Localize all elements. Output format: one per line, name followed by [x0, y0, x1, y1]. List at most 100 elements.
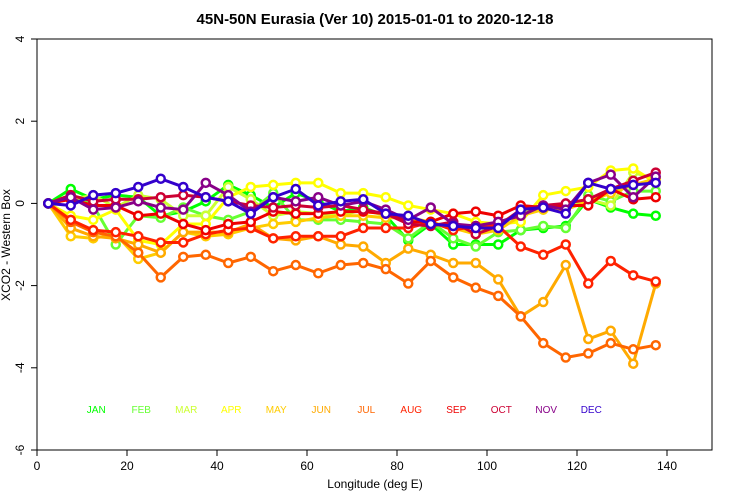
data-point	[223, 181, 234, 193]
data-point	[560, 222, 571, 234]
data-point	[583, 194, 594, 205]
legend-item-mar: MAR	[175, 405, 197, 416]
data-point	[65, 231, 76, 242]
data-point	[425, 218, 436, 230]
data-point	[155, 247, 166, 258]
data-point	[223, 196, 234, 207]
data-point	[335, 187, 346, 199]
data-point	[200, 249, 211, 261]
data-point	[335, 259, 346, 271]
data-point	[403, 278, 414, 289]
legend-item-jan: JAN	[87, 405, 106, 416]
data-point	[380, 208, 391, 219]
data-point	[650, 177, 661, 189]
data-point	[178, 226, 189, 238]
data-point	[223, 257, 234, 269]
data-point	[178, 237, 189, 248]
y-tick-label: -4	[13, 362, 27, 373]
data-point	[133, 181, 144, 193]
data-point	[515, 204, 526, 215]
data-point	[178, 218, 189, 230]
data-point	[380, 263, 391, 275]
data-point	[313, 200, 324, 211]
data-point	[448, 272, 459, 283]
data-point	[65, 200, 76, 211]
data-point	[650, 210, 661, 221]
data-point	[470, 282, 481, 293]
data-point	[448, 233, 459, 244]
data-point	[88, 214, 99, 226]
legend-item-jun: JUN	[312, 405, 331, 416]
data-point	[335, 239, 346, 250]
series-line	[47, 189, 656, 249]
data-point	[605, 200, 616, 211]
data-point	[155, 237, 166, 248]
series-line	[47, 171, 657, 236]
legend-item-feb: FEB	[132, 405, 152, 416]
data-point	[403, 233, 414, 244]
data-point	[155, 272, 166, 283]
series-layer	[43, 163, 661, 369]
data-point	[380, 222, 391, 234]
data-point	[560, 208, 571, 219]
data-point	[493, 239, 504, 250]
data-point	[155, 202, 166, 213]
data-point	[358, 204, 369, 215]
data-point	[133, 231, 144, 242]
data-point	[88, 189, 99, 201]
x-tick-label: 60	[300, 459, 314, 473]
data-point	[380, 191, 391, 203]
data-point	[628, 179, 639, 191]
x-tick-label: 0	[34, 459, 41, 473]
data-point	[538, 337, 549, 349]
data-point	[133, 239, 144, 250]
series-line	[47, 166, 657, 246]
data-point	[470, 222, 481, 234]
data-point	[538, 296, 549, 308]
data-point	[268, 265, 279, 277]
data-point	[650, 191, 661, 203]
data-point	[628, 270, 639, 281]
data-point	[358, 241, 369, 252]
data-point	[133, 210, 144, 221]
legend-item-oct: OCT	[491, 405, 512, 416]
data-point	[583, 333, 594, 345]
data-point	[650, 339, 661, 351]
legend-item-dec: DEC	[581, 405, 602, 416]
data-point	[290, 259, 301, 271]
data-point	[110, 202, 121, 213]
data-point	[88, 224, 99, 236]
data-point	[538, 220, 549, 232]
data-point	[470, 241, 481, 252]
data-point	[290, 231, 301, 242]
data-point	[178, 181, 189, 193]
data-point	[200, 191, 211, 203]
data-point	[290, 208, 301, 219]
data-point	[110, 226, 121, 238]
data-point	[560, 259, 571, 271]
legend-item-jul: JUL	[357, 405, 375, 416]
data-point	[470, 257, 481, 269]
data-point	[583, 348, 594, 359]
legend-item-may: MAY	[266, 405, 287, 416]
data-point	[650, 276, 661, 287]
data-point	[493, 274, 504, 285]
y-tick-label: 2	[13, 118, 27, 125]
data-point	[268, 233, 279, 244]
data-point	[358, 222, 369, 234]
y-tick-label: -2	[13, 280, 27, 291]
data-point	[155, 173, 166, 184]
data-point	[470, 206, 481, 217]
data-point	[200, 177, 211, 189]
legend-item-nov: NOV	[535, 405, 557, 416]
data-point	[290, 183, 301, 195]
data-point	[245, 208, 256, 219]
legend-item-aug: AUG	[400, 405, 422, 416]
x-tick-label: 20	[120, 459, 134, 473]
data-point	[538, 249, 549, 261]
data-point	[313, 268, 324, 279]
data-point	[425, 202, 436, 213]
data-point	[403, 210, 414, 221]
data-point	[605, 183, 616, 195]
